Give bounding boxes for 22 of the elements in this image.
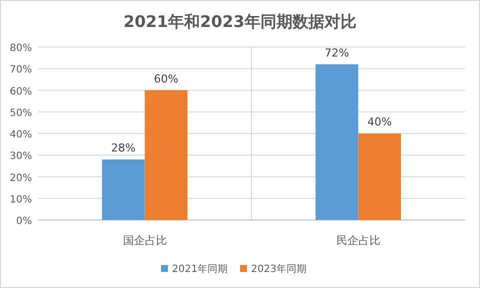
legend-label: 2021年同期 bbox=[172, 263, 228, 275]
data-label: 28% bbox=[111, 141, 136, 154]
bar bbox=[144, 90, 188, 220]
x-tick-label: 民企占比 bbox=[336, 234, 380, 247]
legend-label: 2023年同期 bbox=[251, 263, 306, 275]
y-tick-label: 30% bbox=[10, 151, 32, 162]
y-tick-label: 60% bbox=[10, 86, 32, 98]
chart-title: 2021年和2023年同期数据对比 bbox=[123, 12, 357, 31]
data-label: 40% bbox=[367, 116, 392, 128]
y-tick-label: 10% bbox=[10, 194, 32, 206]
y-tick-label: 0% bbox=[16, 216, 32, 227]
x-tick-label: 国企占比 bbox=[122, 234, 167, 247]
y-tick-label: 20% bbox=[10, 172, 32, 184]
bar bbox=[102, 159, 145, 220]
y-tick-label: 50% bbox=[10, 108, 32, 119]
bar bbox=[358, 134, 401, 220]
y-tick-label: 40% bbox=[10, 130, 32, 140]
data-label: 60% bbox=[154, 72, 178, 86]
y-tick-label: 80% bbox=[10, 43, 32, 54]
bar bbox=[316, 64, 358, 220]
y-tick-label: 70% bbox=[10, 64, 32, 76]
data-label: 72% bbox=[324, 46, 350, 60]
